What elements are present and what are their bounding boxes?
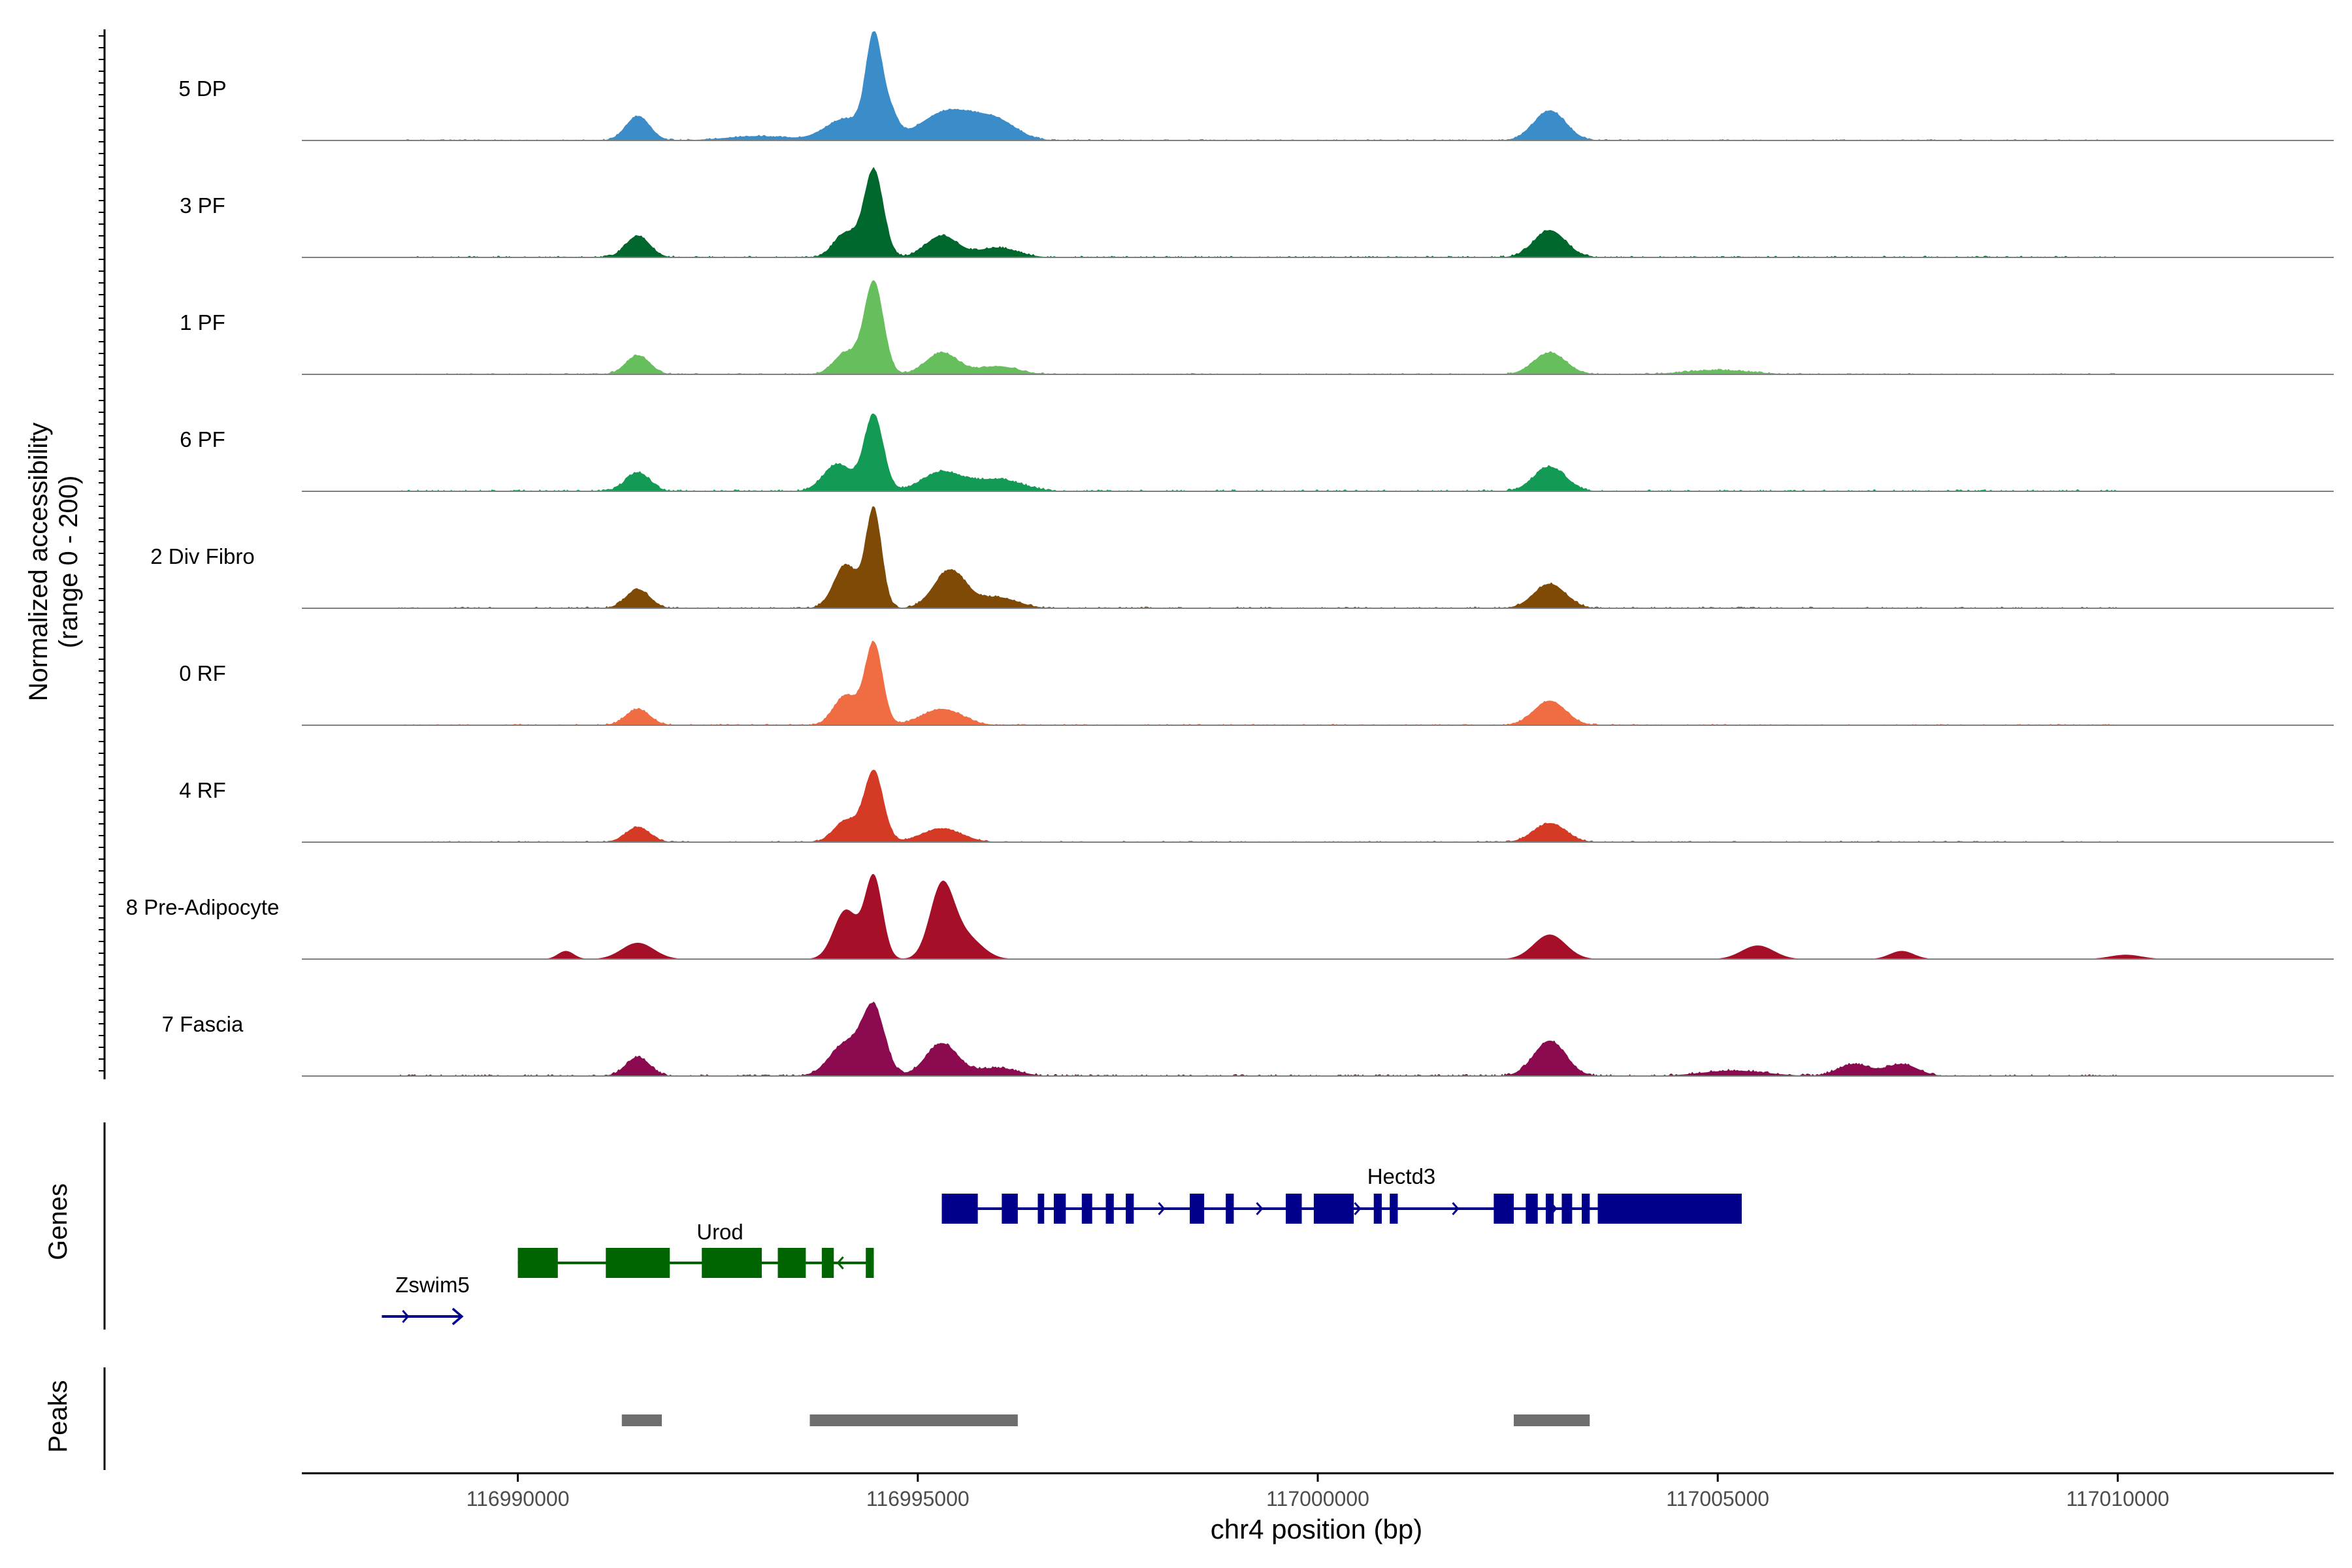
track-0-rf: 0 RF <box>179 640 2334 726</box>
track-8-pre-adipocyte: 8 Pre-Adipocyte <box>126 874 2334 960</box>
x-axis-title: chr4 position (bp) <box>1211 1514 1423 1544</box>
exon <box>517 1248 558 1278</box>
x-tick-label: 116995000 <box>866 1487 970 1511</box>
exon <box>821 1248 834 1278</box>
exon <box>1597 1194 1742 1224</box>
exon <box>606 1248 670 1278</box>
exon <box>777 1248 806 1278</box>
exon <box>1053 1194 1066 1224</box>
coverage-area <box>302 770 2334 842</box>
track-3-pf: 3 PF <box>180 167 2334 258</box>
coverage-area <box>302 640 2334 725</box>
y-axis-ticks <box>99 29 106 1079</box>
exon <box>1582 1194 1590 1224</box>
track-label: 2 Div Fibro <box>150 544 255 568</box>
exon <box>1226 1194 1234 1224</box>
track-label: 7 Fascia <box>162 1012 244 1036</box>
exon <box>1037 1194 1045 1224</box>
coverage-area <box>302 31 2334 140</box>
gene-urod: Urod <box>517 1220 874 1278</box>
strand-arrow <box>1452 1202 1460 1215</box>
exon <box>1373 1194 1382 1224</box>
y-axis-title: Normalized accessibility (range 0 - 200) <box>24 423 83 702</box>
exon <box>1105 1194 1114 1224</box>
x-tick-label: 117010000 <box>2066 1487 2170 1511</box>
track-label: 3 PF <box>180 193 225 218</box>
gene-label: Zswim5 <box>395 1273 470 1297</box>
genes-label: Genes <box>44 1183 73 1260</box>
coverage-area <box>302 280 2334 374</box>
exon <box>1126 1194 1134 1224</box>
strand-arrow <box>1354 1202 1362 1215</box>
coverage-tracks: 5 DP 3 PF 1 PF 6 PF 2 Div Fibro 0 RF 4 RF 8 Pre… <box>126 31 2334 1077</box>
exon <box>1494 1194 1514 1224</box>
exon <box>1390 1194 1398 1224</box>
coverage-area <box>302 506 2334 608</box>
exon <box>941 1194 978 1224</box>
peaks-label: Peaks <box>44 1380 73 1452</box>
x-tick-label: 117005000 <box>1666 1487 1769 1511</box>
track-label: 6 PF <box>180 427 225 451</box>
coverage-area <box>302 414 2334 491</box>
peak-region <box>621 1414 662 1426</box>
peak-region <box>809 1414 1018 1426</box>
peaks-panel: Peaks <box>44 1367 1590 1470</box>
gene-label: Urod <box>696 1220 743 1244</box>
y-axis-title-line2: (range 0 - 200) <box>54 476 83 649</box>
track-label: 4 RF <box>179 778 226 802</box>
track-label: 0 RF <box>179 661 226 685</box>
strand-arrow <box>402 1310 410 1323</box>
track-label: 5 DP <box>178 76 226 101</box>
gene-hectd3: Hectd3 <box>941 1164 1742 1224</box>
coverage-area <box>302 1002 2334 1076</box>
gene-label: Hectd3 <box>1367 1164 1436 1188</box>
x-tick-label: 117000000 <box>1266 1487 1369 1511</box>
exon <box>1002 1194 1018 1224</box>
strand-arrow <box>1256 1202 1264 1215</box>
gene-zswim5: Zswim5 <box>382 1273 470 1326</box>
track-7-fascia: 7 Fascia <box>162 1002 2334 1077</box>
exon <box>1190 1194 1205 1224</box>
strand-arrow <box>836 1256 844 1269</box>
coverage-area <box>302 167 2334 257</box>
exon <box>1081 1194 1092 1224</box>
track-2-div-fibro: 2 Div Fibro <box>150 506 2334 609</box>
exon <box>1286 1194 1302 1224</box>
track-4-rf: 4 RF <box>179 770 2334 843</box>
x-tick-label: 116990000 <box>466 1487 570 1511</box>
strand-arrow <box>1158 1202 1166 1215</box>
track-5-dp: 5 DP <box>178 31 2334 141</box>
peak-region <box>1513 1414 1590 1426</box>
y-axis-title-line1: Normalized accessibility <box>24 423 53 702</box>
exon <box>1561 1194 1573 1224</box>
exon <box>1526 1194 1538 1224</box>
strand-arrow <box>451 1307 464 1326</box>
track-label: 8 Pre-Adipocyte <box>126 895 280 919</box>
exon <box>1313 1194 1354 1224</box>
track-1-pf: 1 PF <box>180 280 2334 375</box>
exon <box>866 1248 874 1278</box>
track-label: 1 PF <box>180 310 225 335</box>
x-axis: chr4 position (bp) 116990000 116995000 117… <box>302 1472 2334 1544</box>
track-6-pf: 6 PF <box>180 414 2334 492</box>
exon <box>702 1248 762 1278</box>
genes-panel: Genes Hectd3 Urod Zswim5 <box>44 1122 1742 1330</box>
exon <box>1545 1194 1554 1224</box>
coverage-area <box>302 874 2334 959</box>
